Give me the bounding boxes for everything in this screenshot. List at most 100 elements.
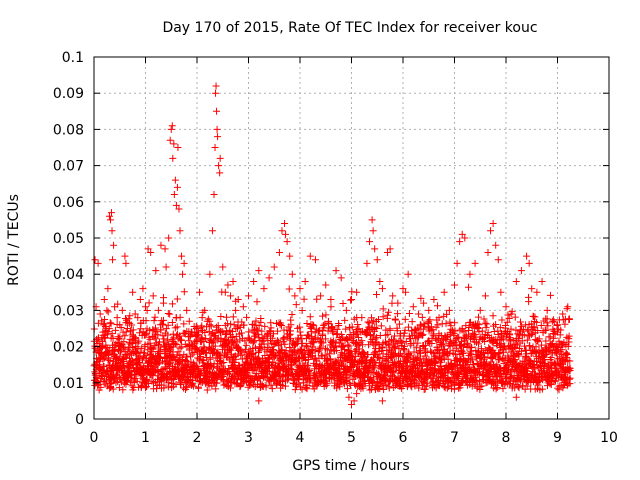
data-point (544, 322, 552, 330)
data-point (471, 259, 479, 267)
data-point (453, 259, 461, 267)
data-point (373, 291, 381, 299)
data-point (98, 372, 106, 380)
data-point (492, 385, 500, 393)
data-point (523, 252, 531, 260)
data-point (108, 227, 116, 235)
data-point (286, 252, 294, 260)
data-point (333, 384, 341, 392)
data-point (278, 321, 286, 329)
data-point (252, 317, 260, 325)
data-point (173, 295, 181, 303)
data-point (498, 316, 506, 324)
data-point (547, 353, 555, 361)
data-point (130, 378, 138, 386)
data-point (188, 350, 196, 358)
data-point (164, 310, 172, 318)
data-point (420, 299, 428, 307)
data-point (209, 363, 217, 371)
y-tick-label: 0.03 (53, 303, 84, 319)
data-point (278, 373, 286, 381)
data-point (291, 292, 299, 300)
data-point (94, 259, 102, 267)
data-point (566, 357, 574, 365)
data-point (288, 310, 296, 318)
data-point (532, 343, 540, 351)
data-point (346, 330, 354, 338)
data-point (248, 350, 256, 358)
data-point (368, 380, 376, 388)
data-point (422, 341, 430, 349)
data-point (565, 375, 573, 383)
data-point (495, 356, 503, 364)
data-point (177, 336, 185, 344)
data-point (484, 329, 492, 337)
data-point (482, 324, 490, 332)
data-point (322, 311, 330, 319)
data-point (497, 288, 505, 296)
data-point (171, 340, 179, 348)
data-point (179, 270, 187, 278)
data-point (108, 330, 116, 338)
data-point (174, 348, 182, 356)
data-point (105, 325, 113, 333)
data-point (472, 373, 480, 381)
data-point (275, 248, 283, 256)
data-point (476, 306, 484, 314)
data-point (165, 234, 173, 242)
x-tick-label: 7 (450, 430, 459, 446)
data-point (213, 107, 221, 115)
data-point (409, 303, 417, 311)
data-point (126, 335, 134, 343)
data-point (159, 321, 167, 329)
data-point (238, 329, 246, 337)
data-point (224, 281, 232, 289)
data-point (170, 140, 178, 148)
data-point (269, 358, 277, 366)
data-point (128, 321, 136, 329)
data-point (235, 361, 243, 369)
data-point (255, 267, 263, 275)
data-point (566, 366, 574, 374)
data-point (363, 259, 371, 267)
data-point (518, 322, 526, 330)
data-point (414, 339, 422, 347)
data-point (530, 323, 538, 331)
data-point (337, 274, 345, 282)
data-point (485, 344, 493, 352)
data-point (257, 315, 265, 323)
data-point (550, 334, 558, 342)
data-point (517, 347, 525, 355)
data-point (443, 310, 451, 318)
data-point (465, 364, 473, 372)
data-point (435, 382, 443, 390)
data-point (435, 373, 443, 381)
y-tick-label: 0.07 (53, 159, 84, 175)
data-point (417, 321, 425, 329)
data-point (479, 335, 487, 343)
data-point (564, 303, 572, 311)
data-point (399, 352, 407, 360)
data-point (119, 362, 127, 370)
data-point (466, 270, 474, 278)
data-point (151, 313, 159, 321)
data-point (161, 245, 169, 253)
data-point (162, 364, 170, 372)
data-point (231, 358, 239, 366)
data-point (279, 357, 287, 365)
data-point (270, 263, 278, 271)
data-point (311, 347, 319, 355)
data-point (296, 328, 304, 336)
data-point (400, 342, 408, 350)
x-tick-label: 6 (399, 430, 408, 446)
data-point (133, 377, 141, 385)
data-point (343, 385, 351, 393)
data-point (200, 357, 208, 365)
data-point (525, 298, 533, 306)
data-point (154, 331, 162, 339)
data-point (541, 359, 549, 367)
data-point (100, 296, 108, 304)
data-point (442, 348, 450, 356)
data-point (423, 380, 431, 388)
data-point (141, 341, 149, 349)
